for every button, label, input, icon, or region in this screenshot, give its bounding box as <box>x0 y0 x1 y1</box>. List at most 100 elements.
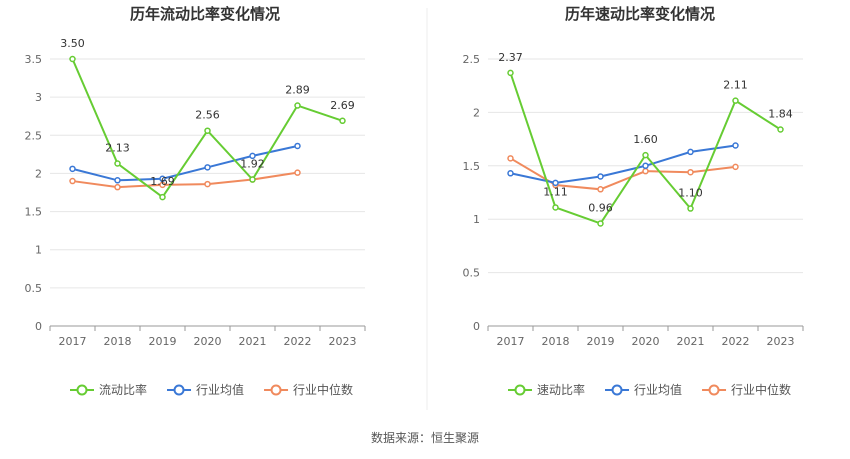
y-tick-label: 1.5 <box>463 160 481 173</box>
data-point-average <box>642 162 649 170</box>
data-point-average <box>204 164 211 171</box>
data-point-primary <box>339 117 346 125</box>
series-line-primary <box>509 72 782 225</box>
y-tick-label: 2 <box>35 167 42 180</box>
data-point-average <box>507 170 514 177</box>
legend-item-median[interactable]: 行业中位数 <box>264 382 353 397</box>
data-point-median <box>597 186 604 193</box>
x-tick-label: 2021 <box>677 335 705 348</box>
data-point-median <box>507 155 514 162</box>
legend-item-average[interactable]: 行业均值 <box>167 382 244 397</box>
legend-item-average[interactable]: 行业均值 <box>605 382 682 397</box>
data-source-note: 数据来源：恒生聚源 <box>371 430 479 445</box>
legend-label: 行业中位数 <box>293 382 353 397</box>
legend-marker-icon <box>76 384 88 396</box>
data-point-average <box>294 142 301 150</box>
y-tick-label: 1 <box>35 244 42 257</box>
data-label: 1.84 <box>768 107 793 120</box>
data-point-average <box>249 152 256 160</box>
data-point-median <box>159 181 166 189</box>
x-tick-label: 2017 <box>497 335 525 348</box>
x-tick-label: 2018 <box>104 335 132 348</box>
data-point-average <box>687 148 694 156</box>
data-point-primary <box>69 55 76 63</box>
data-point-median <box>732 163 739 171</box>
x-tick-label: 2022 <box>284 335 312 348</box>
data-point-average <box>732 142 739 149</box>
data-point-primary <box>249 176 256 183</box>
data-point-median <box>687 168 694 176</box>
data-point-primary <box>204 127 211 134</box>
data-label: 2.11 <box>723 79 748 92</box>
y-tick-label: 0.5 <box>25 282 43 295</box>
legend-marker-icon <box>514 384 526 396</box>
data-point-average <box>159 175 166 183</box>
legend-item-median[interactable]: 行业中位数 <box>702 382 791 397</box>
series-line-median <box>72 171 298 189</box>
data-point-median <box>294 169 301 176</box>
data-label: 1.92 <box>240 158 265 171</box>
data-point-primary <box>507 69 514 77</box>
x-tick-label: 2017 <box>59 335 87 348</box>
data-point-median <box>69 177 76 185</box>
y-tick-label: 2.5 <box>463 53 481 66</box>
data-point-primary <box>597 220 604 227</box>
x-tick-label: 2020 <box>194 335 222 348</box>
series-line-average <box>510 144 736 184</box>
data-point-primary <box>777 126 784 133</box>
data-point-median <box>642 167 649 175</box>
legend-marker-icon <box>708 384 720 396</box>
data-point-primary <box>114 160 121 167</box>
data-point-primary <box>732 97 739 104</box>
data-point-median <box>114 183 121 191</box>
y-tick-label: 1.5 <box>25 206 43 219</box>
x-tick-label: 2020 <box>632 335 660 348</box>
quick-ratio-chart: 历年速动比率变化情况 0 0.5 1 1.5 2 2.5 2017 2018 2019 2020 20… <box>463 5 804 397</box>
legend-label: 行业均值 <box>634 382 682 397</box>
data-label: 2.56 <box>195 109 220 122</box>
data-point-primary <box>294 102 301 109</box>
data-point-primary <box>642 151 649 159</box>
legend-marker-icon <box>173 384 185 396</box>
data-label: 2.69 <box>330 99 355 112</box>
x-tick-label: 2019 <box>149 335 177 348</box>
data-point-average <box>114 177 121 184</box>
chart-title: 历年速动比率变化情况 <box>565 5 715 23</box>
chart-title: 历年流动比率变化情况 <box>130 5 280 23</box>
data-point-average <box>597 173 604 180</box>
y-tick-label: 0 <box>35 320 42 333</box>
y-tick-label: 2.5 <box>25 129 43 142</box>
x-tick-label: 2018 <box>542 335 570 348</box>
x-tick-label: 2022 <box>722 335 750 348</box>
legend-marker-icon <box>611 384 623 396</box>
y-tick-label: 0.5 <box>463 267 481 280</box>
data-point-primary <box>159 193 166 201</box>
data-label: 2.13 <box>105 142 130 155</box>
legend-label: 行业均值 <box>196 382 244 397</box>
data-label: 2.37 <box>498 51 523 64</box>
data-point-median <box>204 180 211 188</box>
x-tick-label: 2019 <box>587 335 615 348</box>
data-point-primary <box>552 204 559 211</box>
data-label: 1.69 <box>150 175 175 188</box>
data-label: 1.11 <box>543 185 568 198</box>
data-point-average <box>69 165 76 173</box>
legend-label: 流动比率 <box>99 382 147 397</box>
series-line-average <box>72 144 298 182</box>
data-label: 0.96 <box>588 201 613 214</box>
legend-item-primary[interactable]: 流动比率 <box>70 382 147 397</box>
current-ratio-chart: 历年流动比率变化情况 0 0.5 1 1.5 2 2.5 3 3.5 2017 2018 2019 20… <box>25 5 366 397</box>
data-label: 3.50 <box>60 37 85 50</box>
legend-item-primary[interactable]: 速动比率 <box>508 382 585 397</box>
y-tick-label: 3.5 <box>25 53 43 66</box>
legend-marker-icon <box>270 384 282 396</box>
x-tick-label: 2023 <box>329 335 357 348</box>
data-label: 2.89 <box>285 84 310 97</box>
data-point-primary <box>687 205 694 212</box>
data-label: 1.60 <box>633 133 658 146</box>
legend-label: 行业中位数 <box>731 382 791 397</box>
x-tick-label: 2023 <box>767 335 795 348</box>
x-tick-label: 2021 <box>239 335 267 348</box>
data-point-average <box>552 179 559 187</box>
